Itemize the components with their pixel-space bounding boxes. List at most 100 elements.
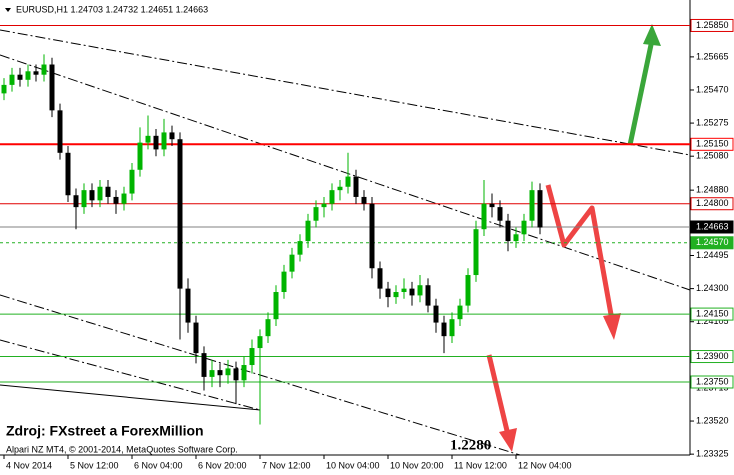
candle-body <box>65 152 71 196</box>
level-label: 1.23750 <box>696 376 729 386</box>
target-label: 1.2280 <box>450 437 491 453</box>
y-tick-label: 1.25080 <box>696 151 729 161</box>
level-label: 1.24663 <box>696 221 729 231</box>
level-label: 1.24150 <box>696 308 729 318</box>
candle-body <box>281 271 287 293</box>
candle-body <box>513 234 519 242</box>
level-label: 1.25150 <box>696 139 729 149</box>
x-tick-label: 6 Nov 20:00 <box>198 460 247 470</box>
candle-body <box>321 203 327 208</box>
arrow-down <box>486 354 511 436</box>
candle-body <box>33 71 39 75</box>
candle-body <box>105 186 111 197</box>
x-tick-label: 5 Nov 12:00 <box>70 460 119 470</box>
candle-body <box>209 370 215 377</box>
candle-body <box>185 288 191 323</box>
candle-body <box>129 169 135 194</box>
candle-body <box>193 322 199 354</box>
level-label: 1.24800 <box>696 198 729 208</box>
candle-body <box>225 368 231 376</box>
candle-body <box>265 319 271 337</box>
x-tick-label: 10 Nov 04:00 <box>326 460 380 470</box>
trend-line <box>0 384 261 411</box>
source-note: Zdroj: FXstreet a ForexMillion <box>6 423 204 439</box>
candle-body <box>1 84 7 94</box>
level-label-box <box>690 350 734 364</box>
candle-body <box>401 288 407 293</box>
arrows <box>486 24 661 452</box>
level-label-box <box>690 236 734 250</box>
y-tick-label: 1.23520 <box>696 415 729 425</box>
candle-body <box>161 132 167 150</box>
y-tick-label: 1.24105 <box>696 316 729 326</box>
candle-body <box>9 74 15 85</box>
candle-body <box>121 193 127 204</box>
candle-body <box>169 132 175 140</box>
chart-title: EURUSD,H1 1.24703 1.24732 1.24651 1.2466… <box>16 4 208 14</box>
y-tick-label: 1.23325 <box>696 449 729 459</box>
arrow-head <box>643 24 661 46</box>
candle-body <box>345 176 351 187</box>
candle-body <box>505 220 511 242</box>
candle-body <box>425 285 431 306</box>
x-tick-label: 4 Nov 2014 <box>6 460 52 470</box>
candle-body <box>409 288 415 296</box>
candle-body <box>361 196 367 204</box>
candle-body <box>137 142 143 170</box>
level-label: 1.24570 <box>696 237 729 247</box>
candle-body <box>89 190 95 201</box>
candle-body <box>473 229 479 276</box>
candle-body <box>73 195 79 208</box>
candle-body <box>97 186 103 201</box>
arrow-head <box>499 428 517 452</box>
candle-body <box>241 365 247 381</box>
candle-body <box>441 322 447 337</box>
trend-line <box>0 29 691 156</box>
candle-body <box>113 196 119 204</box>
candle-body <box>233 368 239 381</box>
candle-body <box>417 285 423 296</box>
candle-body <box>481 203 487 230</box>
candle-body <box>529 190 535 221</box>
candle-body <box>393 292 399 298</box>
candle-body <box>337 186 343 191</box>
y-tick-label: 1.25470 <box>696 84 729 94</box>
candle-body <box>249 348 255 366</box>
candle-body <box>41 64 47 75</box>
level-label-box <box>690 137 734 151</box>
candle-body <box>257 336 263 349</box>
candle-body <box>273 292 279 320</box>
y-tick-label: 1.25275 <box>696 117 729 127</box>
candle-body <box>25 71 31 80</box>
candle-body <box>177 139 183 289</box>
candle-body <box>145 135 151 143</box>
candle-body <box>153 135 159 150</box>
level-label-box <box>690 197 734 211</box>
level-label-box <box>690 375 734 389</box>
candle-body <box>289 254 295 272</box>
candle-body <box>297 241 303 255</box>
x-tick-label: 10 Nov 20:00 <box>390 460 444 470</box>
candle-body <box>17 74 23 80</box>
candle-body <box>457 305 463 320</box>
candle-body <box>521 220 527 235</box>
candle-body <box>305 220 311 242</box>
candle-body <box>377 268 383 289</box>
arrow-head <box>603 313 621 340</box>
x-tick-label: 11 Nov 12:00 <box>454 460 507 470</box>
x-tick-label: 7 Nov 12:00 <box>262 460 311 470</box>
candle-body <box>433 305 439 323</box>
y-tick-label: 1.24880 <box>696 185 729 195</box>
candle-body <box>329 190 335 204</box>
trend-line <box>0 54 691 291</box>
x-tick-label: 6 Nov 04:00 <box>134 460 183 470</box>
trend-line <box>0 339 261 411</box>
candle-body <box>57 110 63 153</box>
menu-icon <box>5 8 11 12</box>
y-tick-label: 1.25665 <box>696 51 729 61</box>
candle-body <box>489 203 495 208</box>
candle-body <box>217 370 223 376</box>
